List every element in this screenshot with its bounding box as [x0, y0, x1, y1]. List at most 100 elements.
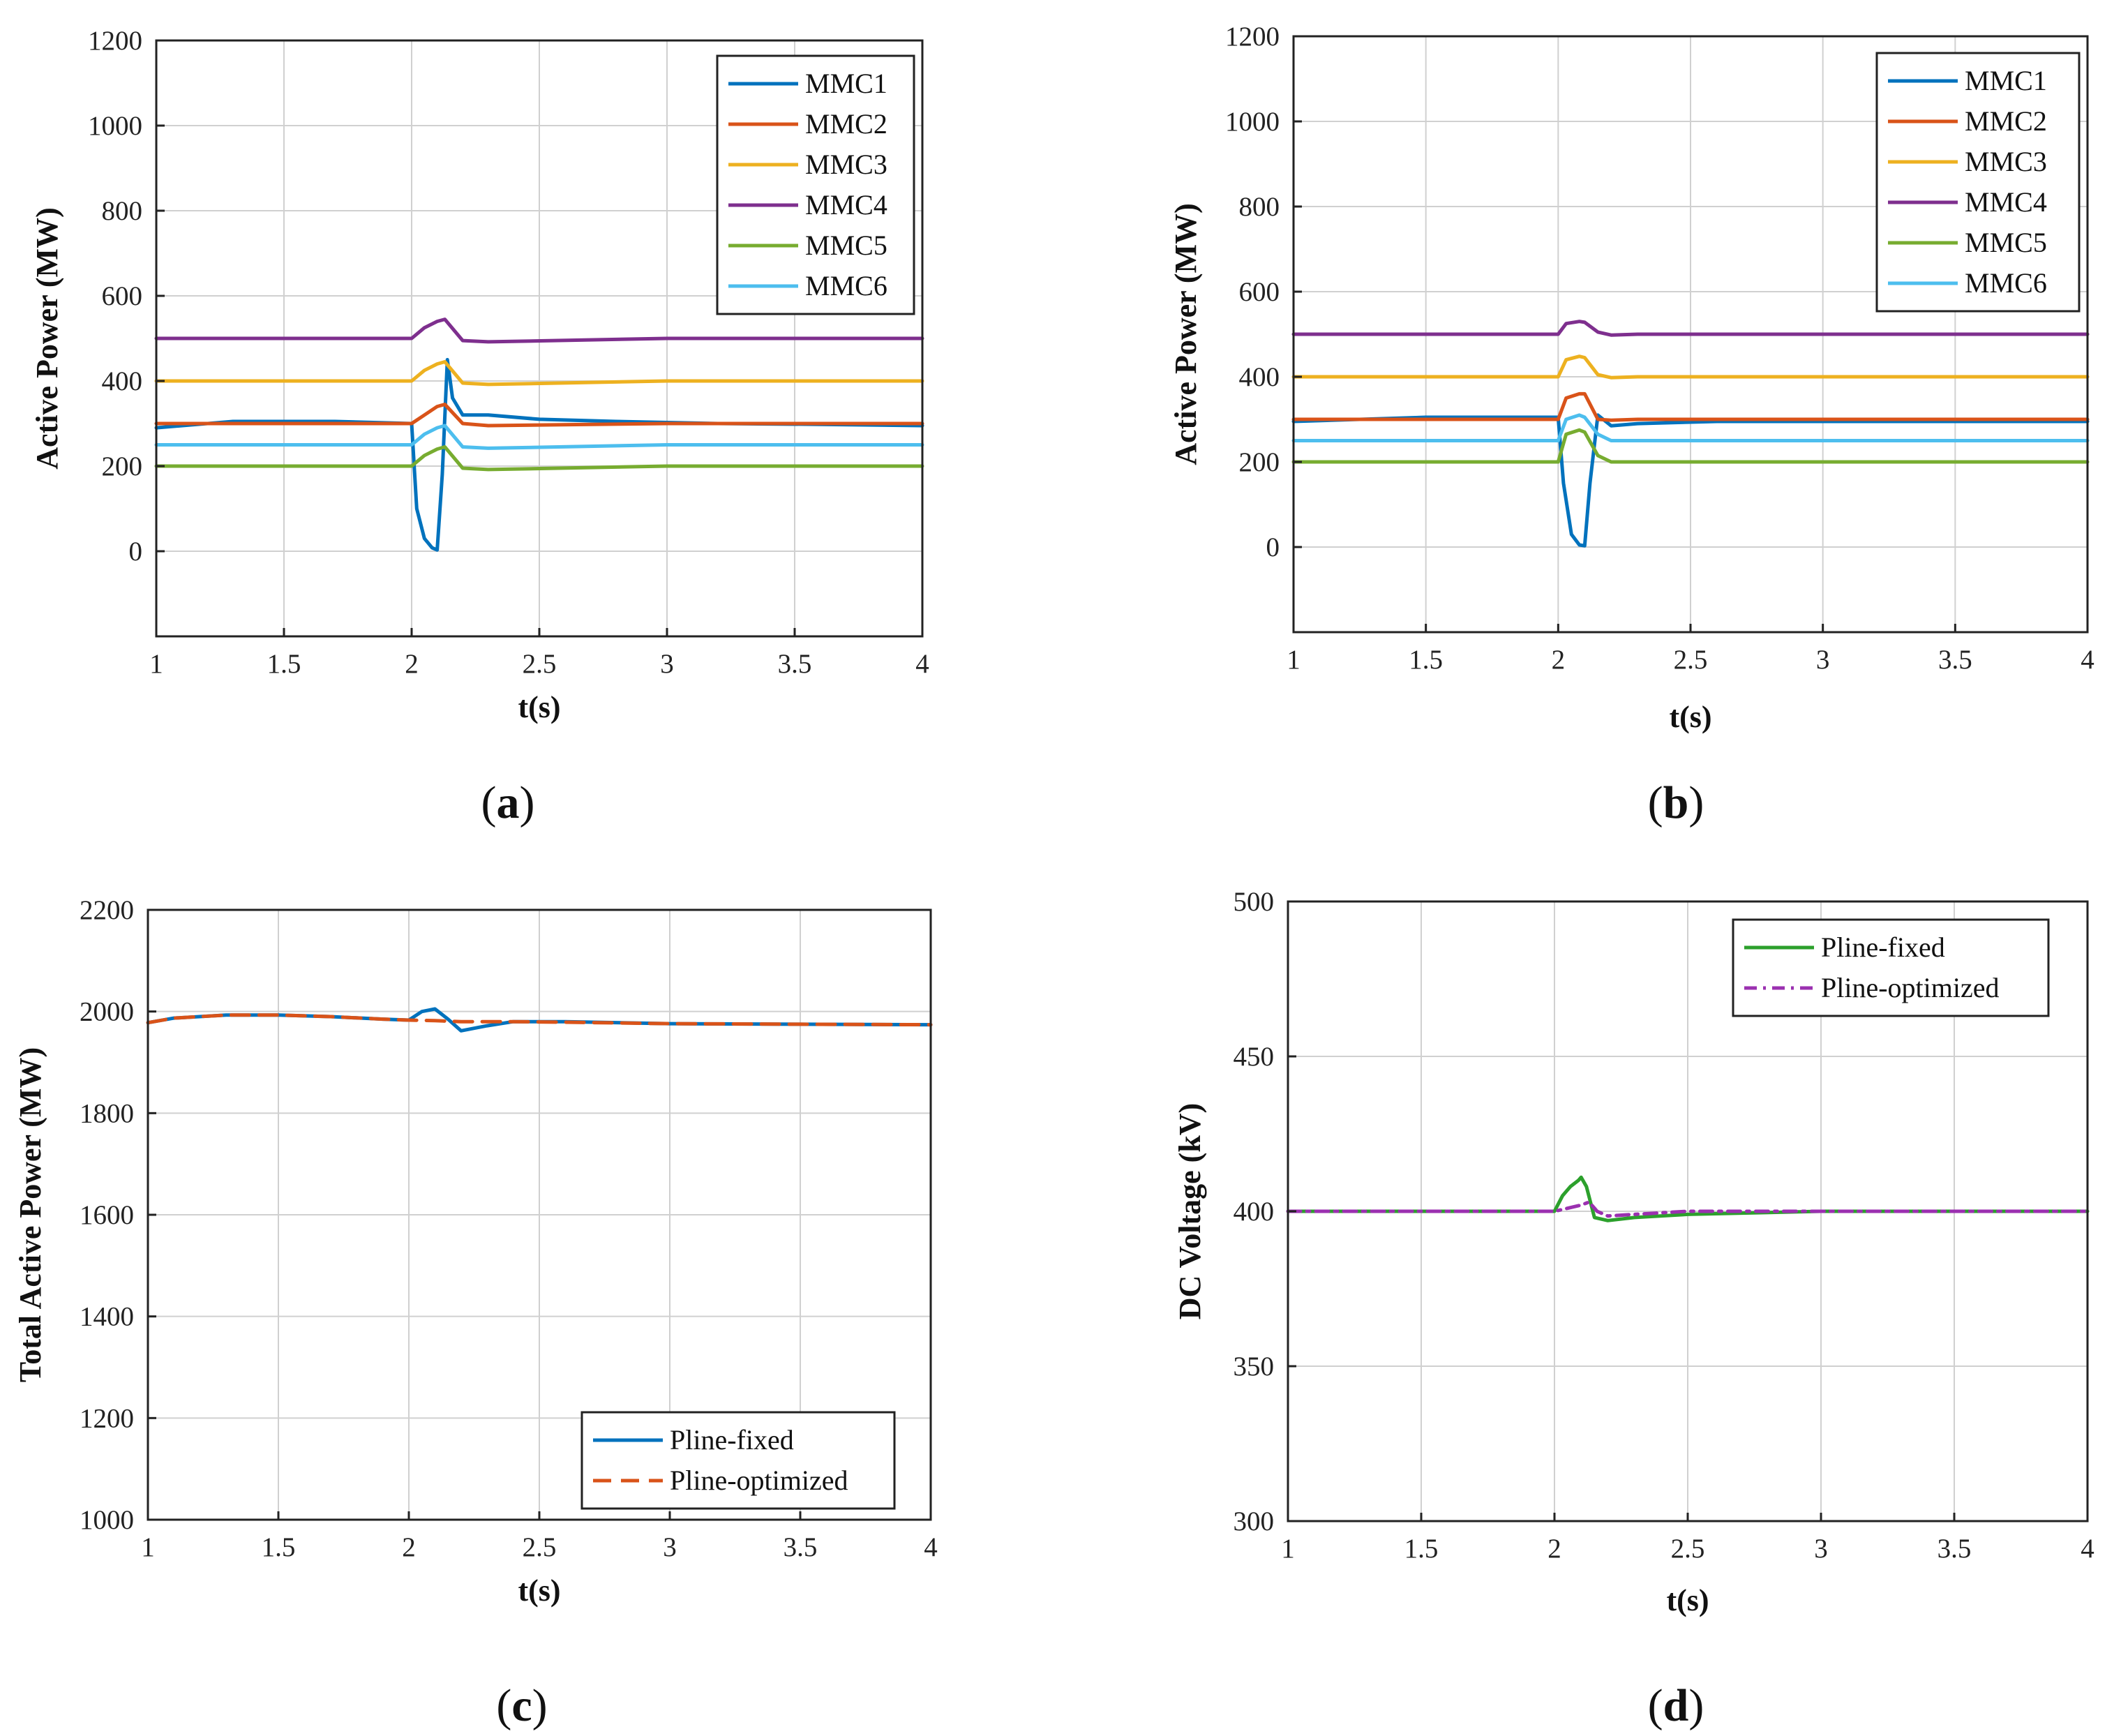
- x-tick-label: 1: [141, 1532, 155, 1562]
- series-line-mmc4: [1291, 320, 2090, 337]
- x-tick-label: 3.5: [1938, 645, 1972, 675]
- y-tick-label: 1400: [80, 1302, 134, 1332]
- x-tick-label: 2.5: [1671, 1534, 1705, 1564]
- x-tick-label: 4: [2081, 645, 2094, 675]
- y-tick-label: 600: [102, 281, 143, 311]
- legend-entry: MMC6: [1965, 267, 2047, 299]
- legend-box: [580, 1411, 896, 1510]
- x-tick-label: 1.5: [262, 1532, 296, 1562]
- x-tick-label: 2.5: [523, 649, 557, 679]
- panel-label: (a): [481, 777, 535, 828]
- legend: MMC1 MMC2 MMC3 MMC4 MMC5 MMC6: [1875, 52, 2081, 313]
- y-tick-label: 0: [1266, 532, 1280, 562]
- series-line-mmc2: [154, 403, 924, 428]
- y-tick-label: 400: [1239, 362, 1280, 392]
- x-tick-label: 1.5: [1404, 1534, 1439, 1564]
- legend-box: [1732, 918, 2050, 1017]
- x-tick-label: 3: [1814, 1534, 1828, 1564]
- y-tick-label: 350: [1234, 1352, 1275, 1382]
- y-tick-label: 1000: [80, 1505, 134, 1535]
- series-line-mmc4: [154, 317, 924, 344]
- y-tick-label: 0: [129, 537, 143, 567]
- series-line-mmc5: [1291, 428, 2090, 464]
- x-tick-label: 4: [915, 649, 929, 679]
- legend-entry: Pline-fixed: [670, 1424, 794, 1456]
- legend-entry: MMC2: [805, 108, 887, 140]
- series-line-pline-optimized: [1286, 1200, 2090, 1218]
- x-tick-label: 3: [663, 1532, 677, 1562]
- chart-panel-c: 1 1.5 2 2.5 3 3.5 4 1000 1200 1400 1600 1800 2000 220…: [13, 895, 938, 1731]
- series-line-mmc6: [154, 424, 924, 450]
- series-line-mmc2: [1291, 391, 2090, 422]
- panel-label: (b): [1648, 777, 1704, 828]
- x-tick-label: 1.5: [267, 649, 301, 679]
- x-tick-label: 1: [149, 649, 163, 679]
- y-tick-label: 600: [1239, 277, 1280, 307]
- legend-entry: MMC4: [805, 189, 887, 220]
- x-tick-label: 2.5: [523, 1532, 557, 1562]
- legend-entry: MMC6: [805, 270, 887, 301]
- panel-label: (d): [1648, 1680, 1704, 1731]
- x-tick-label: 4: [924, 1532, 938, 1562]
- y-tick-label: 200: [1239, 447, 1280, 477]
- y-tick-label: 500: [1234, 887, 1275, 917]
- x-tick-label: 2.5: [1674, 645, 1708, 675]
- legend-entry: MMC1: [805, 68, 887, 99]
- y-tick-label: 1000: [1225, 107, 1280, 137]
- series-line-mmc3: [1291, 354, 2090, 380]
- y-tick-label: 1800: [80, 1098, 134, 1128]
- y-axis-label: Total Active Power (MW): [13, 1047, 47, 1382]
- y-tick-label: 450: [1234, 1042, 1275, 1072]
- x-tick-label: 4: [2081, 1534, 2094, 1564]
- legend-entry: Pline-optimized: [670, 1465, 848, 1496]
- legend-entry: MMC1: [1965, 65, 2047, 96]
- y-tick-label: 300: [1234, 1506, 1275, 1536]
- x-tick-label: 3: [1816, 645, 1830, 675]
- x-axis-label: t(s): [518, 690, 560, 724]
- x-tick-label: 3.5: [778, 649, 812, 679]
- series-line-mmc3: [154, 360, 924, 387]
- y-tick-label: 2200: [80, 895, 134, 925]
- y-axis-label: DC Voltage (kV): [1173, 1103, 1207, 1319]
- y-tick-label: 1200: [1225, 22, 1280, 52]
- y-axis-label: Active Power (MW): [1169, 203, 1203, 465]
- x-tick-label: 2: [402, 1532, 416, 1562]
- y-axis-label: Active Power (MW): [30, 207, 64, 469]
- y-tick-label: 1000: [88, 111, 142, 141]
- chart-panel-d: 1 1.5 2 2.5 3 3.5 4 300 350 400 450 500 t(s) DC Volta…: [1173, 887, 2094, 1731]
- series-line-mmc6: [1291, 413, 2090, 442]
- y-tick-label: 200: [102, 451, 143, 481]
- legend-entry: MMC2: [1965, 105, 2047, 137]
- series-line-mmc1: [1291, 413, 2090, 548]
- y-tick-label: 1200: [88, 26, 142, 56]
- y-tick-label: 1200: [80, 1403, 134, 1433]
- series-line-pline-fixed: [1286, 1175, 2090, 1222]
- series-line-mmc5: [154, 445, 924, 472]
- x-tick-label: 2: [405, 649, 419, 679]
- y-tick-label: 400: [1234, 1197, 1275, 1227]
- chart-panel-b: 1 1.5 2 2.5 3 3.5 4 0 200 400 600 800 1000 1200 t(s) Ac…: [1169, 22, 2094, 828]
- legend-entry: MMC5: [805, 230, 887, 261]
- x-tick-label: 1.5: [1409, 645, 1443, 675]
- legend: Pline-fixed Pline-optimized: [580, 1411, 896, 1510]
- x-tick-label: 2: [1547, 1534, 1561, 1564]
- legend-box: [1875, 52, 2081, 313]
- panel-label: (c): [496, 1680, 547, 1731]
- legend-entry: MMC4: [1965, 186, 2047, 218]
- x-axis-label: t(s): [1666, 1583, 1709, 1617]
- legend-entry: Pline-optimized: [1821, 972, 2000, 1003]
- legend-entry: Pline-fixed: [1821, 931, 1945, 963]
- x-tick-label: 3: [660, 649, 674, 679]
- x-tick-label: 1: [1281, 1534, 1295, 1564]
- x-tick-label: 1: [1287, 645, 1301, 675]
- y-tick-label: 400: [102, 366, 143, 396]
- chart-panel-a: 1 1.5 2 2.5 3 3.5 4 0 200 400 600 800 1000 1200 t(s) Ac…: [30, 26, 929, 828]
- legend-box: [716, 54, 915, 315]
- y-tick-label: 2000: [80, 997, 134, 1027]
- x-tick-label: 3.5: [784, 1532, 818, 1562]
- legend-entry: MMC3: [1965, 146, 2047, 177]
- y-tick-label: 1600: [80, 1200, 134, 1230]
- legend: Pline-fixed Pline-optimized: [1732, 918, 2050, 1017]
- legend-entry: MMC5: [1965, 227, 2047, 258]
